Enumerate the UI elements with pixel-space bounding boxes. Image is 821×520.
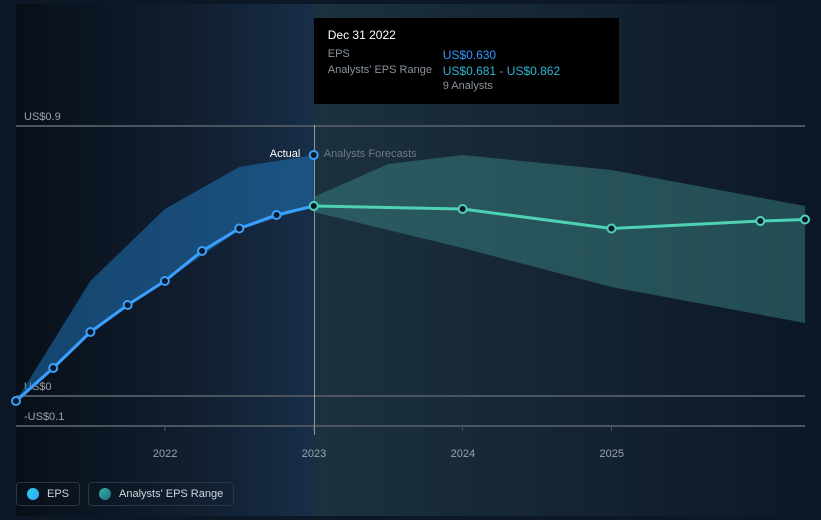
- tooltip-range-sep: -: [496, 64, 507, 78]
- legend-item-eps[interactable]: EPS: [16, 482, 80, 506]
- legend-label-eps: EPS: [47, 488, 69, 500]
- legend-label-range: Analysts' EPS Range: [119, 488, 223, 500]
- x-axis-label: 2022: [153, 448, 177, 460]
- x-axis-label: 2024: [451, 448, 475, 460]
- chart-plot: [16, 125, 805, 445]
- tooltip-date: Dec 31 2022: [328, 28, 605, 42]
- tooltip-range-label: Analysts' EPS Range: [328, 64, 443, 78]
- tooltip-eps-value: US$0.630: [443, 48, 496, 62]
- tooltip-eps-label: EPS: [328, 48, 443, 62]
- tooltip-range-lo: US$0.681: [443, 64, 496, 78]
- y-axis-label: US$0.9: [24, 111, 61, 123]
- x-axis-label: 2023: [302, 448, 326, 460]
- x-axis-label: 2025: [599, 448, 623, 460]
- tooltip-analyst-count: 9 Analysts: [443, 80, 493, 92]
- tooltip-range-hi: US$0.862: [507, 64, 560, 78]
- legend: EPS Analysts' EPS Range: [16, 482, 234, 506]
- legend-item-range[interactable]: Analysts' EPS Range: [88, 482, 234, 506]
- legend-swatch-range: [99, 488, 111, 500]
- tooltip: Dec 31 2022 EPS US$0.630 Analysts' EPS R…: [314, 18, 619, 104]
- legend-swatch-eps: [27, 488, 39, 500]
